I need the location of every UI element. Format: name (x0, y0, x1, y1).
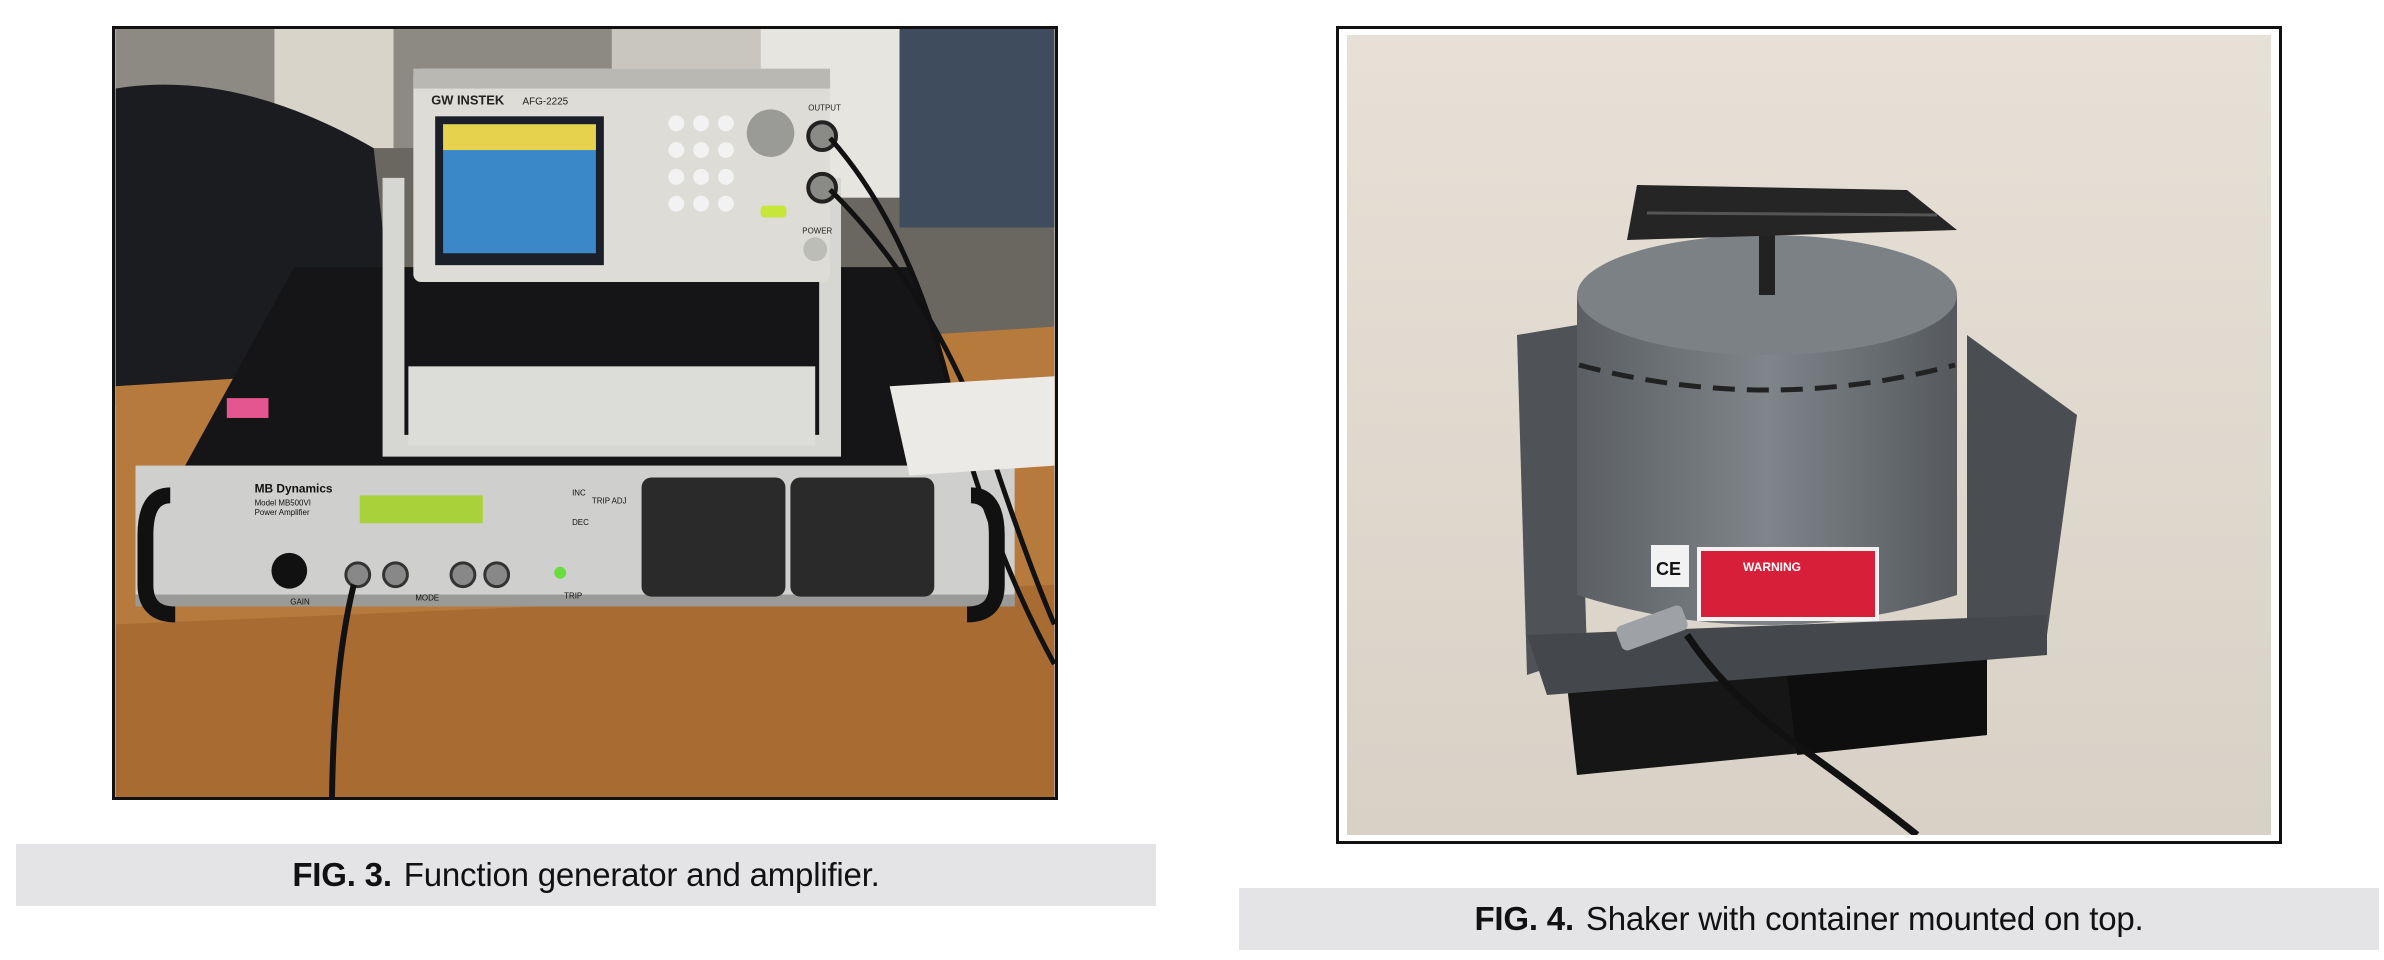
amplifier-tripadj-text: TRIP ADJ (592, 496, 627, 505)
figure-4-caption-text: Shaker with container mounted on top. (1585, 900, 2144, 937)
generator-model-text: AFG-2225 (522, 96, 568, 107)
amplifier-gain-text: GAIN (290, 598, 310, 607)
amplifier-dec-text: DEC (572, 518, 589, 527)
ce-mark-text: CE (1656, 559, 1681, 579)
generator-power-text: POWER (802, 226, 832, 235)
figure-3-label: FIG. 3. (292, 856, 392, 893)
warning-label-text: WARNING (1743, 560, 1801, 574)
figure-3-caption: FIG. 3. Function generator and amplifier… (16, 844, 1156, 906)
generator-brand-text: GW INSTEK (431, 92, 505, 107)
amplifier-mode-text: MODE (415, 594, 439, 603)
fig4-photo: CE WARNING (1347, 35, 2271, 835)
fig3-photo: MB Dynamics Model MB500VI Power Amplifie… (112, 26, 1058, 800)
figure-4-label: FIG. 4. (1474, 900, 1574, 937)
figure-3-caption-text: Function generator and amplifier. (403, 856, 880, 893)
generator-output-text: OUTPUT (808, 103, 841, 112)
amplifier-trip-text: TRIP (564, 592, 582, 601)
amplifier-model-text: Model MB500VI (255, 498, 311, 507)
amplifier-type-text: Power Amplifier (255, 508, 310, 517)
amplifier-brand-text: MB Dynamics (255, 481, 333, 495)
figure-4-caption: FIG. 4. Shaker with container mounted on… (1239, 888, 2379, 950)
fig4-frame: CE WARNING (1336, 26, 2282, 844)
amplifier-inc-text: INC (572, 488, 586, 497)
